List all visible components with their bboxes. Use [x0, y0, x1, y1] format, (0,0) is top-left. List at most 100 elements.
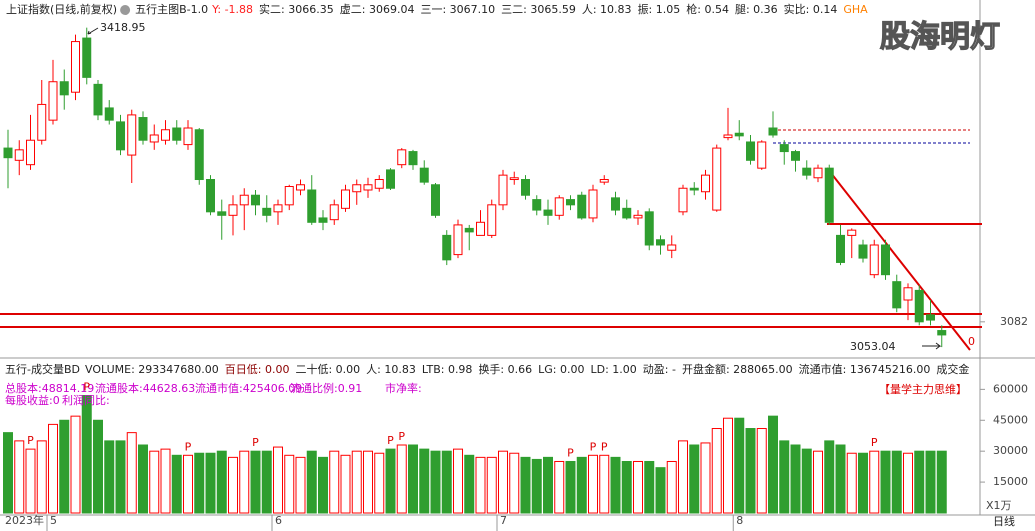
info-item: 流通市值:425406.09 — [195, 381, 302, 395]
candle-body — [453, 224, 463, 256]
volume-bar — [430, 450, 441, 514]
candle-body — [3, 147, 13, 159]
volume-bar — [689, 444, 700, 514]
volume-mark: P — [83, 381, 90, 394]
candle-body — [284, 186, 294, 206]
candle-body — [329, 204, 339, 221]
volume-bar — [880, 450, 891, 514]
volume-bar — [318, 456, 328, 514]
candle-body — [791, 151, 800, 161]
volume-item: 换手: 0.66 — [478, 362, 532, 376]
volume-bar — [610, 456, 621, 514]
info-item: 利润同比: — [62, 393, 110, 407]
volume-bar — [621, 460, 632, 514]
volume-bar — [81, 395, 92, 514]
period-label: 日线 — [993, 514, 1015, 528]
volume-bar — [576, 456, 587, 514]
y-tick-label: 30000 — [993, 444, 1028, 457]
volume-bar — [554, 460, 565, 514]
header-item: 振: 1.05 — [638, 2, 681, 16]
candle-body — [914, 289, 924, 323]
candle-body — [386, 169, 395, 189]
candle-body — [723, 134, 733, 139]
candle-body — [138, 117, 148, 141]
volume-bar — [183, 454, 193, 514]
volume-item: VOLUME: 293347680.00 — [85, 363, 219, 376]
volume-bar — [228, 456, 238, 514]
volume-bar — [678, 440, 688, 514]
candle-body — [476, 221, 485, 236]
candle-body — [14, 149, 24, 161]
candle-body — [757, 141, 767, 169]
candle-body — [802, 167, 812, 176]
header-item: 三二: 3065.59 — [501, 3, 576, 16]
high-annotation: 3418.95 — [100, 21, 146, 34]
volume-bar — [419, 448, 430, 514]
candle-body — [183, 127, 193, 146]
info-item: 流通股本:44628.63 — [95, 381, 195, 395]
volume-bar — [588, 454, 598, 514]
header-item: 实比: 0.14 — [784, 2, 838, 16]
candle-body — [352, 184, 362, 193]
volume-title: 五行-成交量BD — [5, 362, 80, 376]
volume-bar — [59, 419, 70, 514]
volume-bar — [363, 450, 373, 514]
volume-bar — [340, 454, 351, 514]
candle-body — [813, 167, 823, 179]
x-tick-label: 5 — [50, 514, 57, 527]
candle-body — [161, 129, 170, 141]
candle-body — [93, 83, 103, 116]
info-item: 总股本:48814.19 — [5, 381, 94, 395]
candle-body — [554, 197, 564, 216]
candle-body — [701, 174, 710, 193]
y-tick-label: 45000 — [993, 413, 1028, 426]
candle-body — [419, 167, 429, 183]
arrow — [87, 27, 99, 35]
volume-mark: P — [185, 440, 192, 453]
volume-bar — [329, 450, 340, 514]
volume-bar — [486, 456, 497, 514]
candle-body — [239, 194, 249, 206]
volume-bar — [48, 423, 58, 514]
volume-mark: P — [252, 436, 259, 449]
volume-bar — [261, 450, 272, 514]
candle-body — [374, 179, 384, 189]
y-tick-label: 60000 — [993, 382, 1028, 395]
volume-bar — [475, 456, 486, 514]
y-tick-label: 15000 — [993, 475, 1028, 488]
candle-body — [431, 184, 440, 216]
volume-bar — [903, 452, 913, 514]
candle-body — [521, 179, 530, 196]
candle-body — [296, 184, 305, 191]
volume-bar — [666, 460, 677, 514]
volume-bar — [149, 450, 160, 514]
volume-item: 二十低: 0.00 — [295, 362, 360, 376]
arrow — [922, 342, 942, 350]
candle-body — [59, 81, 69, 96]
candle-body — [678, 187, 688, 213]
volume-bar — [25, 448, 36, 514]
watermark: 股海明灯 — [880, 20, 1000, 55]
volume-badge: 【量学主力思维】 — [879, 382, 967, 396]
volume-mark: P — [387, 434, 394, 447]
candle-body — [926, 314, 935, 321]
candle-body — [779, 144, 789, 153]
candle-body — [633, 214, 643, 219]
candle-body — [217, 211, 227, 216]
candle-body — [127, 114, 137, 156]
volume-bar — [70, 415, 81, 514]
candle-body — [71, 41, 80, 93]
candle-body — [656, 239, 665, 246]
candle-body — [408, 151, 418, 166]
volume-bar — [891, 450, 902, 514]
volume-bar — [835, 444, 846, 514]
candle-body — [937, 330, 947, 336]
header-item: 虚二: 3069.04 — [340, 3, 415, 16]
volume-item: 开盘金额: 288065.00 — [682, 362, 793, 376]
volume-item: LD: 1.00 — [591, 363, 637, 376]
volume-bar — [250, 450, 261, 514]
volume-bar — [138, 444, 148, 514]
candle-body — [487, 204, 497, 236]
volume-bar — [543, 456, 553, 514]
